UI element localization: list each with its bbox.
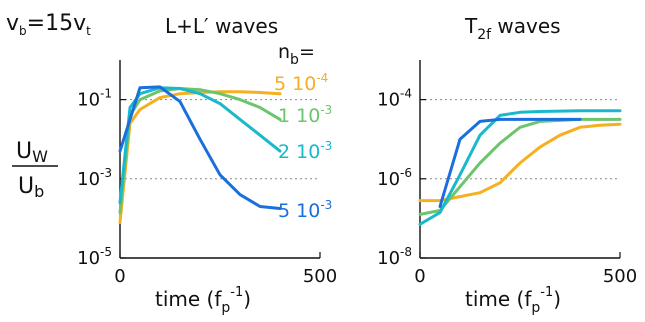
left-panel: 10-5 10-3 10-1 0 500 — [77, 60, 337, 287]
right-y-tick-label-2: 10-4 — [377, 87, 412, 111]
right-series-line-2 — [418, 109, 622, 226]
right-panel-title: T2f waves — [464, 14, 561, 43]
left-series-line-0 — [118, 90, 282, 224]
legend-entry-5e-3: 5 10-3 — [278, 198, 332, 222]
left-y-tick-label-2: 10-1 — [77, 87, 112, 111]
svg-text:UW: UW — [16, 139, 48, 166]
y-axis-label: UW Ub — [12, 139, 58, 201]
legend: 5 10-4 1 10-3 2 10-3 5 10-3 — [274, 71, 332, 222]
left-x-axis-label: time (fp-1) — [155, 285, 251, 316]
left-series-line-3 — [118, 85, 282, 210]
right-y-tick-label-0: 10-8 — [377, 245, 412, 269]
left-y-tick-label-0: 10-5 — [77, 245, 112, 269]
right-y-tick-label-1: 10-6 — [377, 166, 412, 190]
condition-label: vb=15vt — [6, 11, 91, 38]
left-panel-title: L+L′ waves — [165, 14, 278, 38]
right-x-tick-label-1: 500 — [603, 266, 637, 287]
right-panel: 10-8 10-6 10-4 0 500 — [377, 60, 637, 287]
legend-entry-5e-4: 5 10-4 — [274, 71, 328, 95]
left-x-tick-label-0: 0 — [114, 266, 125, 287]
legend-entry-1e-3: 1 10-3 — [278, 103, 332, 127]
left-x-tick-label-1: 500 — [303, 266, 337, 287]
right-series-line-0 — [418, 122, 622, 203]
svg-text:Ub: Ub — [18, 174, 44, 201]
legend-header: nb= — [278, 41, 315, 68]
right-x-axis-label: time (fp-1) — [465, 285, 561, 316]
right-x-tick-label-0: 0 — [414, 266, 425, 287]
legend-entry-2e-3: 2 10-3 — [278, 139, 332, 163]
left-y-tick-label-1: 10-3 — [77, 166, 112, 190]
right-series-line-1 — [418, 117, 622, 216]
right-series-line-3 — [438, 117, 582, 208]
